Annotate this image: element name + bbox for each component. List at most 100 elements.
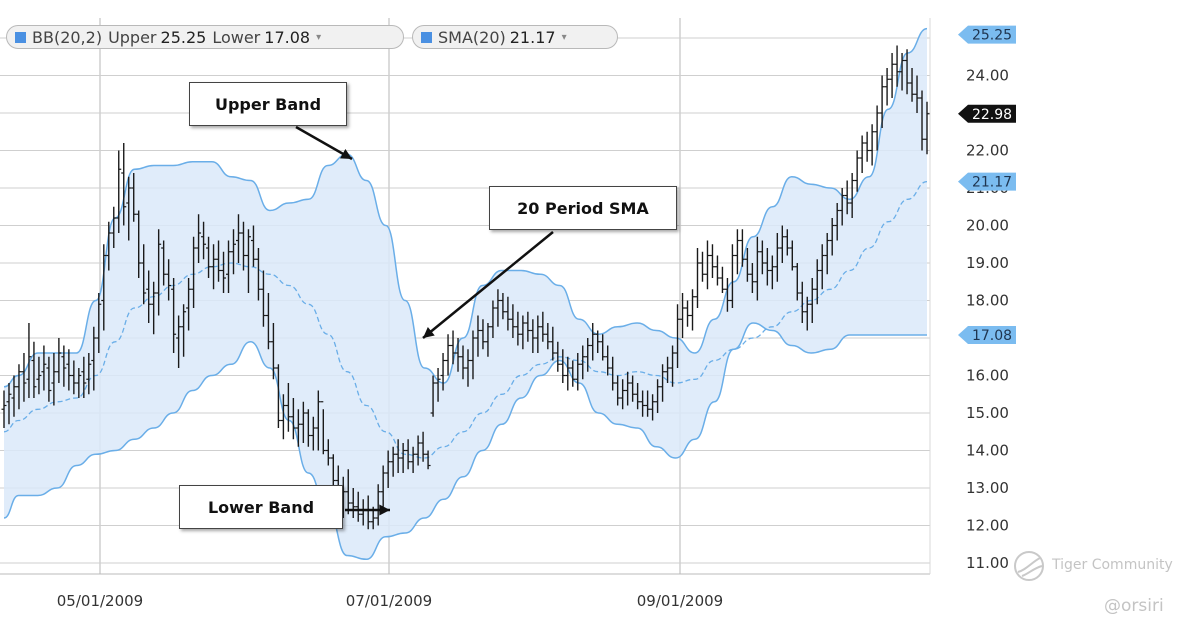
price-bar — [270, 323, 276, 380]
price-bar — [575, 353, 581, 391]
price-bar — [231, 229, 237, 275]
price-bar — [470, 330, 476, 380]
price-tag-label: 25.25 — [972, 28, 1012, 44]
price-bar — [475, 315, 481, 357]
price-bar — [56, 338, 62, 383]
price-bar — [440, 353, 446, 391]
price-bar — [430, 375, 436, 417]
y-tick-label: 11.00 — [966, 554, 1009, 572]
price-bar — [450, 330, 456, 365]
price-bar — [280, 394, 286, 440]
chevron-down-icon[interactable]: ▾ — [561, 31, 567, 43]
price-tag: 22.98 — [958, 104, 1016, 123]
price-bar — [61, 345, 67, 387]
price-bar — [879, 75, 885, 128]
sma-legend-value: 21.17 — [509, 27, 556, 47]
price-bar — [101, 244, 107, 331]
price-bar — [240, 221, 246, 271]
price-bar — [744, 248, 750, 282]
price-bar — [764, 248, 770, 286]
price-bar — [774, 233, 780, 282]
price-bar — [570, 360, 576, 387]
price-bar — [186, 278, 192, 331]
price-bar — [690, 289, 696, 331]
price-tag-shape — [958, 326, 1016, 344]
price-bar — [615, 375, 621, 406]
watermark-brand: Tiger Community — [1052, 557, 1173, 573]
price-bar — [300, 401, 306, 443]
price-bar — [839, 188, 845, 226]
annotation-arrow — [345, 504, 390, 516]
price-bar — [630, 375, 636, 402]
price-bar — [545, 323, 551, 350]
price-bar — [635, 383, 641, 410]
price-bar — [425, 450, 431, 470]
price-bar — [106, 221, 112, 271]
price-bar — [924, 101, 930, 155]
price-bar — [285, 383, 291, 432]
price-bar — [685, 300, 691, 327]
price-bar — [161, 240, 167, 286]
price-bar — [235, 214, 241, 263]
price-tag: 17.08 — [958, 326, 1016, 344]
x-tick-label: 07/01/2009 — [346, 592, 432, 610]
price-bar — [550, 326, 556, 361]
price-bar — [650, 394, 656, 421]
price-tag: 25.25 — [958, 25, 1016, 44]
price-bar — [694, 248, 700, 308]
price-bar — [490, 300, 496, 338]
sma-color-swatch — [421, 31, 432, 43]
arrow-head — [423, 327, 435, 338]
price-bar — [714, 255, 720, 286]
price-bar — [136, 210, 142, 278]
price-bar — [355, 491, 361, 522]
price-bar — [670, 345, 676, 387]
price-bar — [46, 356, 52, 402]
arrow-shaft — [422, 231, 554, 339]
price-bar — [435, 368, 441, 402]
price-bar — [265, 293, 271, 350]
lower-band-annotation: Lower Band — [179, 485, 343, 529]
price-bar — [655, 379, 661, 413]
price-bar — [191, 236, 197, 308]
price-bar — [290, 398, 296, 440]
price-bar — [320, 401, 326, 455]
arrow-head — [379, 504, 390, 516]
price-bar — [121, 143, 127, 226]
price-bar — [640, 390, 646, 417]
price-bar — [21, 353, 27, 402]
y-tick-label: 13.00 — [966, 479, 1009, 497]
price-bar — [769, 255, 775, 290]
bb-lower-label: Lower — [212, 27, 261, 47]
price-bar — [196, 214, 202, 263]
price-bar — [390, 446, 396, 477]
price-bar — [789, 240, 795, 271]
price-bar — [555, 341, 561, 372]
price-bar — [625, 371, 631, 406]
y-tick-label: 12.00 — [966, 517, 1009, 535]
bb-legend-pill[interactable]: BB(20,2) Upper 25.25 Lower 17.08 ▾ — [6, 25, 404, 49]
price-bar — [146, 270, 152, 323]
price-bar — [580, 345, 586, 380]
sma-legend-pill[interactable]: SMA(20) 21.17 ▾ — [412, 25, 618, 49]
price-bar — [739, 229, 745, 267]
price-bar — [41, 345, 47, 391]
price-bar — [395, 439, 401, 473]
price-bar — [51, 353, 57, 406]
price-bar — [919, 90, 925, 151]
price-bar — [71, 360, 77, 395]
price-tag-label: 21.17 — [972, 175, 1012, 191]
price-bar — [226, 240, 232, 293]
chevron-down-icon[interactable]: ▾ — [316, 31, 322, 43]
price-bar — [260, 270, 266, 327]
price-bar — [250, 225, 256, 267]
price-bar — [874, 105, 880, 151]
price-tag-shape — [958, 172, 1016, 191]
price-bar — [530, 319, 536, 353]
price-bar — [275, 364, 281, 428]
upper-band-annotation: Upper Band — [189, 82, 347, 126]
price-bar — [455, 338, 461, 372]
price-tag-shape — [958, 104, 1016, 123]
price-bar — [894, 45, 900, 87]
x-axis: 05/01/2009 07/01/2009 09/01/2009 — [57, 592, 723, 610]
